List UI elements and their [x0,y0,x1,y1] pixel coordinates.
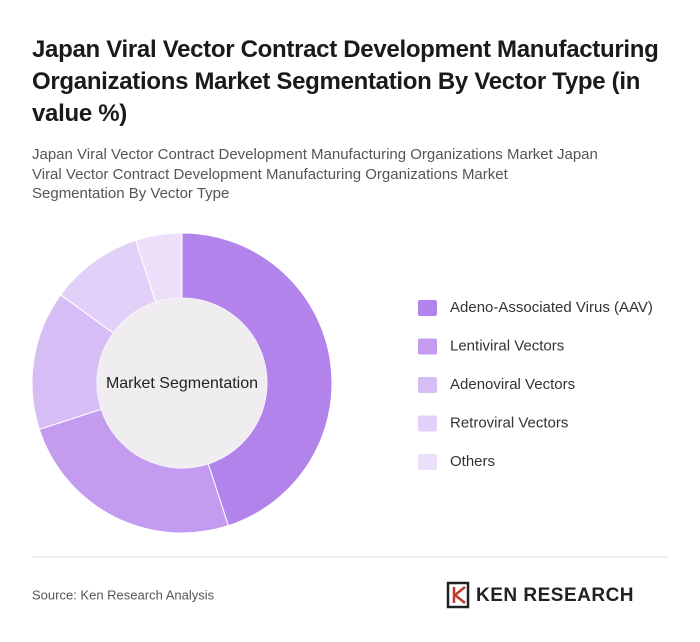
chart-title: Japan Viral Vector Contract Development … [32,36,659,127]
legend-label: Adeno-Associated Virus (AAV) [450,299,653,316]
legend-label: Lentiviral Vectors [450,337,564,354]
legend-label: Others [450,453,495,470]
logo-icon [446,581,470,609]
legend-swatch [418,300,437,316]
donut-hole [97,298,267,468]
legend-swatch [418,338,437,355]
center-label: Market Segmentation [106,375,258,392]
legend: Adeno-Associated Virus (AAV) Lentiviral V… [418,299,653,470]
legend-swatch [418,415,437,432]
legend-label: Retroviral Vectors [450,414,568,431]
legend-swatch [418,454,437,470]
brand: KEN RESEARCH [476,585,634,606]
donut-segment [38,408,229,534]
legend-swatch [418,377,437,393]
logo-mark [452,586,466,604]
logo: KEN RESEARCH [446,581,634,609]
chart-subtitle: Japan Viral Vector Contract Development … [32,146,598,202]
source: Source: Ken Research Analysis [32,587,215,602]
legend-label: Adenoviral Vectors [450,376,575,393]
